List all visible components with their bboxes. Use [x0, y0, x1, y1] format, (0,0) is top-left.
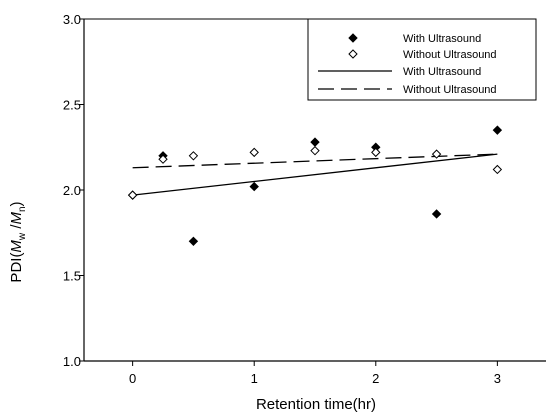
y-tick-label: 2.0: [63, 183, 81, 198]
point-with-ultrasound: [431, 209, 442, 219]
y-tick-label: 1.0: [63, 354, 81, 369]
point-without-ultrasound: [371, 147, 381, 158]
point-without-ultrasound: [249, 147, 259, 158]
legend-label: With Ultrasound: [403, 66, 481, 78]
y-axis-label-slash: /: [8, 224, 25, 233]
legend-label: With Ultrasound: [403, 33, 481, 45]
y-axis-label-mn: M: [8, 211, 25, 224]
legend: With Ultrasound Without Ultrasound With …: [307, 18, 537, 101]
point-with-ultrasound: [188, 236, 199, 247]
y-tick-label: 3.0: [63, 12, 81, 27]
point-without-ultrasound: [310, 145, 320, 156]
point-without-ultrasound: [492, 164, 503, 175]
data-points: [127, 125, 503, 247]
y-axis-label-mw-sub: w: [17, 232, 28, 241]
legend-entry-without-ultrasound-points: Without Ultrasound: [348, 49, 497, 61]
legend-entry-with-ultrasound-points: With Ultrasound: [348, 33, 481, 45]
legend-label: Without Ultrasound: [403, 84, 497, 96]
y-axis-label-mw: M: [8, 240, 25, 253]
point-without-ultrasound: [158, 154, 168, 164]
legend-entry-with-ultrasound-line: With Ultrasound: [318, 66, 481, 78]
x-tick-label: 0: [129, 371, 136, 386]
y-tick-label: 1.5: [63, 269, 81, 284]
y-axis-ticks: 1.0 1.5 2.0 2.5 3.0: [63, 12, 84, 369]
trend-line-without-ultrasound: [132, 153, 498, 169]
x-tick-label: 2: [372, 371, 379, 386]
x-tick-label: 1: [251, 371, 258, 386]
y-axis-label: PDI(Mw /Mn): [8, 201, 28, 282]
y-axis-label-mn-sub: n: [17, 206, 28, 212]
x-axis-label: Retention time(hr): [256, 396, 376, 413]
legend-entry-without-ultrasound-line: Without Ultrasound: [318, 84, 497, 96]
trend-line-with-ultrasound: [132, 153, 498, 196]
point-without-ultrasound: [431, 149, 442, 159]
x-axis-ticks: 0 1 2 3: [129, 361, 501, 386]
point-without-ultrasound: [127, 190, 138, 200]
y-tick-label: 2.5: [63, 98, 81, 113]
trend-lines: [132, 153, 498, 196]
point-with-ultrasound: [310, 137, 320, 147]
legend-box: [307, 18, 537, 101]
y-axis-label-prefix: PDI(: [8, 253, 25, 283]
legend-open-diamond-marker: [348, 49, 358, 59]
y-axis-label-suffix: ): [8, 201, 25, 206]
point-without-ultrasound: [188, 151, 199, 161]
x-tick-label: 3: [494, 371, 501, 386]
point-with-ultrasound: [492, 125, 503, 135]
point-with-ultrasound: [249, 181, 259, 192]
legend-filled-diamond-marker: [348, 33, 358, 43]
legend-label: Without Ultrasound: [403, 49, 497, 61]
